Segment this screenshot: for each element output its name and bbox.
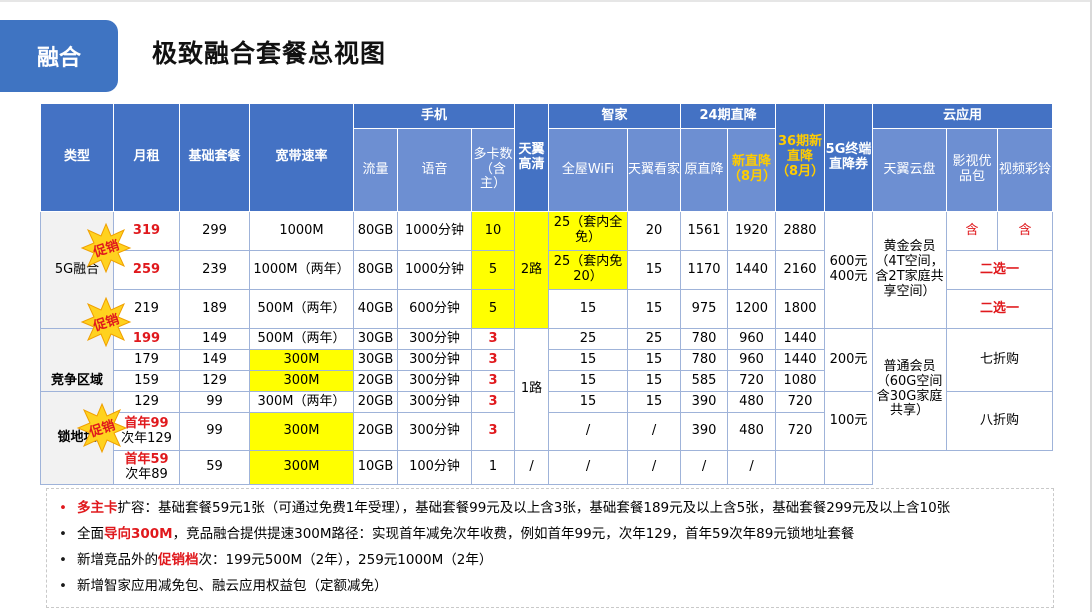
header-orig-direct: 原直降 <box>680 128 729 212</box>
table-row: 219 189 500M（两年） 40GB 600分钟 5 15 15 975 … <box>41 289 1054 329</box>
table-row: 179 149 300M 30GB 300分钟 3 15 15 780 960 … <box>41 349 1053 371</box>
right-border <box>1090 0 1092 612</box>
note-item: • 新增智家应用减免包、融云应用权益包（定额减免） <box>59 578 388 594</box>
header-bandwidth: 宽带速率 <box>249 103 354 212</box>
discount-80: 八折购 <box>946 391 1054 451</box>
header-wifi: 全屋WiFi <box>548 128 629 212</box>
promo-label-1: 促销 <box>91 237 122 261</box>
note-item: • 新增竞品外的促销档次：199元500M（2年），259元1000M（2年） <box>59 552 493 568</box>
note-item: • 多主卡扩容：基础套餐59元1张（可通过免费1年受理），基础套餐99元及以上含3… <box>59 500 951 516</box>
coupon-600: 600元 400元 <box>824 211 874 329</box>
hd-1: 1路 <box>514 328 550 451</box>
header-type: 类型 <box>40 103 114 212</box>
promo-burst-icon: 促销 <box>80 296 132 348</box>
notes-box: • 多主卡扩容：基础套餐59元1张（可通过免费1年受理），基础套餐99元及以上含3… <box>46 488 1054 608</box>
coupon-100: 100元 <box>824 391 874 451</box>
group-compete: 竞争区域 <box>40 328 114 392</box>
top-border <box>0 0 1092 2</box>
table-row: 竞争区域 199 149 500M（两年） 30GB 300分钟 3 1路 25… <box>40 328 1054 451</box>
hd-2: 2路 <box>514 211 550 329</box>
header-ringtone: 视频彩铃 <box>997 128 1054 212</box>
normal-member: 普通会员（60G空间含30G家庭共享） <box>872 328 948 451</box>
page-title: 极致融合套餐总视图 <box>152 39 387 68</box>
header-direct-24: 24期直降 <box>680 103 777 129</box>
table-row: 首年59 次年89 59 300M 10GB 100分钟 1 / / / / / <box>41 450 1053 485</box>
header-smart-home: 智家 <box>548 103 682 129</box>
note-item: • 全面导向300M，竞品融合提供提速300M路径：实现首年减免次年收费，例如首年… <box>59 526 855 542</box>
table-row: 锁地址 129 99 300M（两年） 20GB 300分钟 3 15 15 3… <box>40 391 1054 485</box>
header-traffic: 流量 <box>353 128 398 212</box>
discount-70: 七折购 <box>946 328 1054 392</box>
section-tab: 融合 <box>0 20 118 92</box>
table-row: 259 239 1000M（两年） 80GB 1000分钟 5 25（套内免20… <box>41 250 1054 290</box>
table-row: 5G融合 319 299 1000M 80GB 1000分钟 10 2路 25（… <box>40 211 1054 329</box>
promo-label-2: 促销 <box>91 311 122 335</box>
header-cloud-disk: 天翼云盘 <box>872 128 948 212</box>
promo-label-3: 促销 <box>87 417 118 441</box>
header-video-pack: 影视优品包 <box>946 128 999 212</box>
header-base: 基础套餐 <box>179 103 250 212</box>
package-table: 类型 月租 基础套餐 宽带速率 手机 天翼高清 智家 24期直降 36期新直降（… <box>40 103 1054 485</box>
header-multi-card: 多卡数（含主） <box>470 128 516 212</box>
header-voice: 语音 <box>397 128 472 212</box>
header-direct-36: 36期新直降（8月） <box>775 103 826 212</box>
header-mobile: 手机 <box>352 103 516 129</box>
header-new-direct: 新直降（8月） <box>727 128 777 212</box>
promo-burst-icon: 促销 <box>80 222 132 274</box>
header-tianyi-home: 天翼看家 <box>627 128 682 212</box>
table-row: 首年99 次年129 99 300M 20GB 300分钟 3 / / 390 4… <box>41 412 1053 451</box>
header-cloud-app: 云应用 <box>872 103 1054 129</box>
header-rent: 月租 <box>113 103 180 212</box>
promo-burst-icon: 促销 <box>76 402 128 454</box>
gold-member: 黄金会员（4T空间，含2T家庭共享空间） <box>872 211 948 329</box>
header-hd: 天翼高清 <box>514 103 550 212</box>
header-terminal-5g: 5G终端直降券 <box>824 103 874 212</box>
coupon-200: 200元 <box>824 328 874 392</box>
